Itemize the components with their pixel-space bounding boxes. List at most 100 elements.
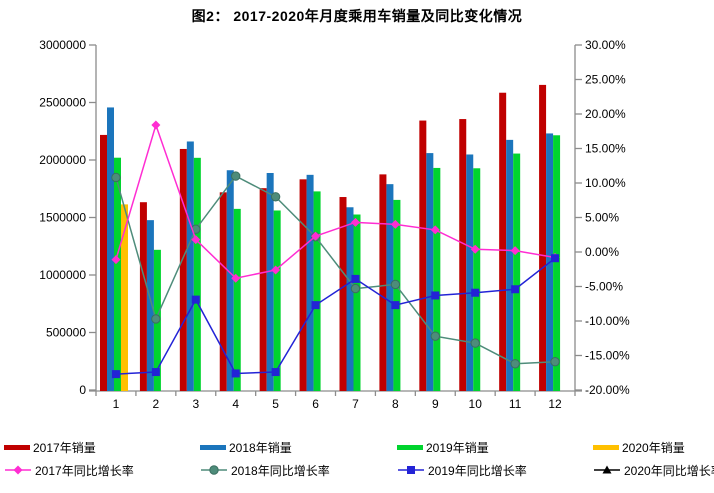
bar [313, 191, 321, 391]
diamond-marker-icon [470, 244, 480, 254]
right-axis-tick-label: 25.00% [585, 73, 626, 87]
legend-item-2020-sales: 2020年销量 [593, 440, 685, 455]
diamond-marker-icon [111, 255, 121, 265]
bar [259, 188, 267, 391]
square-marker-icon [311, 301, 320, 310]
right-axis-tick-label: -5.00% [585, 280, 623, 294]
bar [393, 199, 401, 391]
diamond-marker-icon [430, 225, 440, 235]
bar [459, 119, 467, 391]
x-tick-label: 5 [272, 397, 279, 411]
circle-marker-icon [430, 331, 440, 341]
right-axis-tick-label: -10.00% [585, 314, 630, 328]
bar [233, 208, 241, 391]
line-path [115, 175, 556, 365]
bar [513, 153, 521, 391]
line-series-2017-yoy [111, 120, 560, 283]
legend-line-swatch [594, 465, 620, 474]
circle-marker-icon [209, 465, 219, 475]
square-marker-icon [111, 370, 120, 379]
diamond-marker-icon [390, 219, 400, 229]
square-marker-icon [407, 466, 415, 474]
bar [226, 170, 234, 391]
legend-label: 2020年销量 [622, 440, 685, 455]
right-axis-tick-label: 30.00% [585, 38, 626, 52]
line-path [115, 122, 556, 280]
bar [386, 184, 394, 391]
legend-bar-swatch [4, 444, 30, 450]
x-tick-label: 7 [352, 397, 359, 411]
circle-marker-icon [111, 172, 121, 183]
bar [339, 197, 347, 391]
plot-area: 0 500000 1000000 1500000 2000000 2500000 30000… [39, 38, 630, 411]
legend-label: 2018年销量 [229, 440, 292, 455]
left-axis-tick-label: 2000000 [39, 153, 86, 167]
legend-item-2020-yoy: 2020年同比增长率 [593, 463, 714, 478]
legend-label: 2018年同比增长率 [231, 463, 330, 478]
square-marker-icon [231, 369, 240, 378]
square-marker-icon [271, 368, 280, 377]
square-marker-icon [431, 291, 440, 300]
x-tick-label: 9 [432, 397, 439, 411]
legend-item-2017-yoy: 2017年同比增长率 [4, 463, 134, 478]
right-axis-tick-label: 20.00% [585, 107, 626, 121]
diamond-marker-icon [13, 465, 23, 475]
circle-marker-icon [231, 171, 241, 181]
square-marker-icon [471, 288, 480, 297]
square-marker-icon [191, 295, 200, 304]
left-axis-tick-label: 2500000 [39, 96, 86, 110]
bar [506, 139, 514, 391]
bar [219, 192, 227, 391]
left-axis-tick-label: 1500000 [39, 211, 86, 225]
bar [346, 207, 354, 391]
bar [306, 174, 314, 391]
square-marker-icon [351, 274, 360, 283]
right-axis-tick-label: 5.00% [585, 211, 619, 225]
legend-line-swatch [201, 465, 227, 475]
diamond-marker-icon [151, 120, 161, 130]
legend-label: 2019年销量 [426, 440, 489, 455]
circle-marker-icon [550, 357, 560, 367]
chart-title: 图2： 2017-2020年月度乘用车销量及同比变化情况 [191, 8, 523, 24]
square-marker-icon [151, 368, 160, 377]
x-tick-label: 8 [392, 397, 399, 411]
diamond-marker-icon [231, 273, 241, 283]
legend-item-2018-yoy: 2018年同比增长率 [200, 463, 330, 478]
right-axis-tick-label: -20.00% [585, 383, 630, 397]
line-path [115, 257, 556, 375]
circle-marker-icon [390, 279, 401, 290]
line-series-2018-yoy [111, 171, 560, 369]
legend-item-2019-yoy: 2019年同比增长率 [397, 463, 527, 478]
square-marker-icon [391, 301, 400, 310]
circle-marker-icon [270, 192, 281, 202]
bar [473, 168, 481, 391]
bar-series-2020 [121, 204, 128, 391]
x-tick-label: 2 [153, 397, 160, 411]
legend-line-swatch [398, 466, 424, 474]
bar [553, 135, 561, 391]
right-axis-tick-label: 10.00% [585, 176, 626, 190]
x-tick-label: 11 [509, 397, 522, 411]
x-tick-label: 6 [312, 397, 319, 411]
x-tick-label: 3 [192, 397, 199, 411]
bar [179, 148, 187, 391]
left-axis-tick-label: 0 [79, 383, 86, 397]
x-tick-label: 10 [469, 397, 483, 411]
bar-series-2019 [114, 135, 561, 391]
diamond-marker-icon [271, 265, 281, 275]
right-axis-tick-label: -15.00% [585, 349, 630, 363]
bar [186, 141, 194, 391]
right-axis-tick-label: 0.00% [585, 245, 619, 259]
left-axis-tick-label: 3000000 [39, 38, 86, 52]
left-axis-tick-label: 500000 [46, 326, 86, 340]
bar [146, 220, 154, 391]
legend-line-swatch [5, 465, 31, 475]
bar [273, 210, 281, 391]
square-marker-icon [511, 285, 520, 294]
legend-bar-swatch [200, 444, 226, 450]
bar [121, 204, 128, 391]
x-tick-label: 1 [113, 397, 120, 411]
bar [100, 134, 107, 391]
legend-bar-swatch [397, 444, 423, 450]
legend-item-2017-sales: 2017年销量 [4, 440, 96, 455]
